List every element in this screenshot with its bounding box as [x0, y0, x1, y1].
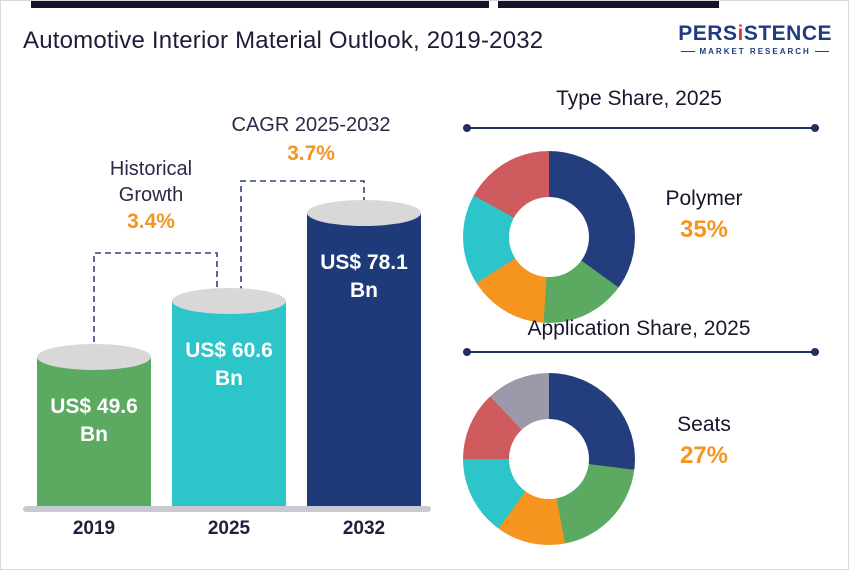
logo-wordmark: PERSiSTENCE	[678, 23, 832, 44]
type-share-title: Type Share, 2025	[556, 87, 722, 110]
application-share-divider	[463, 348, 819, 356]
cagr-label: CAGR 2025-2032	[231, 114, 391, 136]
bar-2019-unit: Bn	[80, 423, 108, 447]
bar-2025-amount: US$ 60.6	[185, 339, 273, 362]
bar-2025-cap	[172, 288, 286, 314]
page-title: Automotive Interior Material Outlook, 20…	[23, 27, 544, 54]
bar-2019-value-label: US$ 49.6 Bn	[37, 357, 151, 450]
bar-chart: Historical Growth 3.4% CAGR 2025-2032 3.…	[21, 86, 441, 556]
tagline-rule-right	[814, 51, 829, 52]
bar-2019-amount: US$ 49.6	[50, 395, 138, 418]
type-share-donut-chart	[463, 151, 635, 323]
application-share-callout: Seats 27%	[629, 413, 779, 470]
logo-letter-i: i	[737, 22, 744, 45]
bar-2032: US$ 78.1 Bn	[307, 200, 421, 506]
type-share-donut-hole	[509, 197, 589, 277]
x-axis-baseline	[23, 506, 431, 512]
cagr-value: 3.7%	[287, 142, 335, 165]
historical-growth-label-line2: Growth	[118, 184, 184, 206]
application-share-donut-chart	[463, 373, 635, 545]
bar-2032-unit: Bn	[350, 279, 378, 303]
historical-growth-value: 3.4%	[127, 210, 175, 233]
logo-text-post: STENCE	[743, 22, 832, 45]
logo-text-pre: PERS	[678, 22, 738, 45]
historical-growth-label: Historical Growth	[71, 156, 231, 208]
type-share-callout-value: 35%	[679, 216, 729, 243]
application-share-donut-hole	[509, 419, 589, 499]
x-axis-label-2032: 2032	[342, 518, 386, 539]
bar-2025-unit: Bn	[215, 367, 243, 391]
type-share-divider	[463, 124, 819, 132]
application-share-title: Application Share, 2025	[527, 317, 751, 340]
historical-growth-label-line1: Historical	[109, 158, 193, 180]
bar-2032-value-label: US$ 78.1 Bn	[307, 213, 421, 306]
application-share-callout-value: 27%	[679, 442, 729, 469]
top-accent-bar-left	[31, 1, 489, 8]
logo-tagline: MARKET RESEARCH	[678, 47, 832, 56]
bar-2019-cap	[37, 344, 151, 370]
x-axis-label-2019: 2019	[72, 518, 116, 539]
bar-2025-value-label: US$ 60.6 Bn	[172, 301, 286, 394]
x-axis-label-2025: 2025	[207, 518, 251, 539]
tagline-rule-left	[681, 51, 696, 52]
bar-2032-amount: US$ 78.1	[320, 251, 408, 274]
type-share-callout-label: Polymer	[665, 187, 743, 210]
bar-2019: US$ 49.6 Bn	[37, 344, 151, 506]
bar-2032-cap	[307, 200, 421, 226]
brand-logo: PERSiSTENCE MARKET RESEARCH	[678, 23, 832, 56]
type-share-callout: Polymer 35%	[629, 187, 779, 244]
top-accent-bar-right	[498, 1, 719, 8]
bar-2025: US$ 60.6 Bn	[172, 288, 286, 506]
application-share-callout-label: Seats	[677, 413, 731, 436]
tagline-text: MARKET RESEARCH	[699, 47, 811, 56]
